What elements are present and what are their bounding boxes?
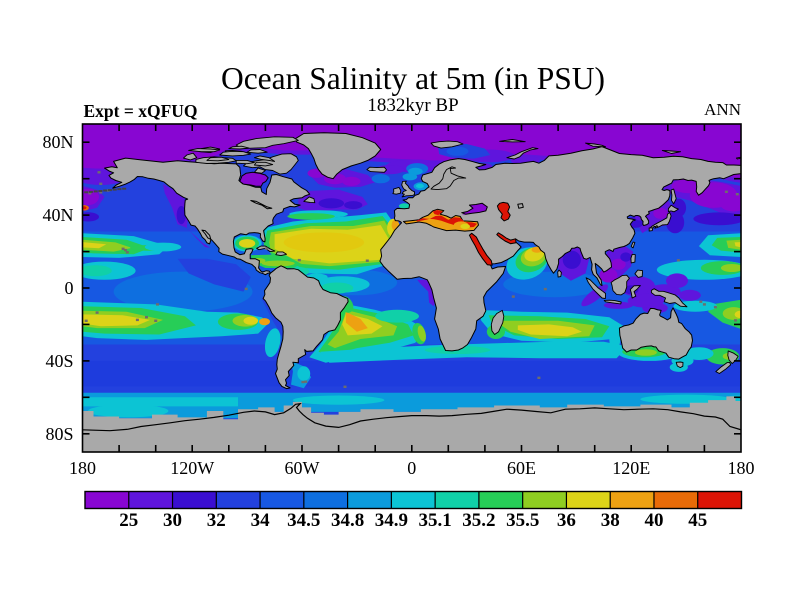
svg-text:35.2: 35.2	[462, 510, 495, 531]
svg-text:30: 30	[163, 510, 182, 531]
svg-text:0: 0	[407, 458, 416, 478]
svg-text:35.1: 35.1	[418, 510, 451, 531]
svg-text:25: 25	[119, 510, 138, 531]
svg-text:60E: 60E	[507, 458, 536, 478]
svg-text:40: 40	[645, 510, 664, 531]
svg-text:38: 38	[601, 510, 620, 531]
svg-text:60W: 60W	[285, 458, 320, 478]
svg-text:ANN: ANN	[704, 100, 741, 119]
svg-text:34.5: 34.5	[287, 510, 320, 531]
svg-text:Ocean Salinity at 5m (in PSU): Ocean Salinity at 5m (in PSU)	[221, 61, 605, 96]
svg-text:34.9: 34.9	[375, 510, 408, 531]
svg-text:80S: 80S	[45, 424, 73, 444]
svg-text:34.8: 34.8	[331, 510, 364, 531]
svg-text:32: 32	[207, 510, 226, 531]
svg-text:45: 45	[688, 510, 707, 531]
svg-text:120E: 120E	[612, 458, 650, 478]
svg-text:40S: 40S	[45, 351, 73, 371]
svg-text:40N: 40N	[43, 205, 74, 225]
svg-text:34: 34	[251, 510, 271, 531]
svg-text:180: 180	[728, 458, 755, 478]
svg-text:0: 0	[65, 278, 74, 298]
svg-text:35.5: 35.5	[506, 510, 539, 531]
svg-text:180: 180	[69, 458, 96, 478]
svg-text:Expt = xQFUQ: Expt = xQFUQ	[84, 101, 198, 121]
svg-text:80N: 80N	[43, 132, 74, 152]
svg-text:120W: 120W	[170, 458, 214, 478]
svg-text:36: 36	[557, 510, 576, 531]
svg-text:1832kyr BP: 1832kyr BP	[367, 95, 458, 116]
